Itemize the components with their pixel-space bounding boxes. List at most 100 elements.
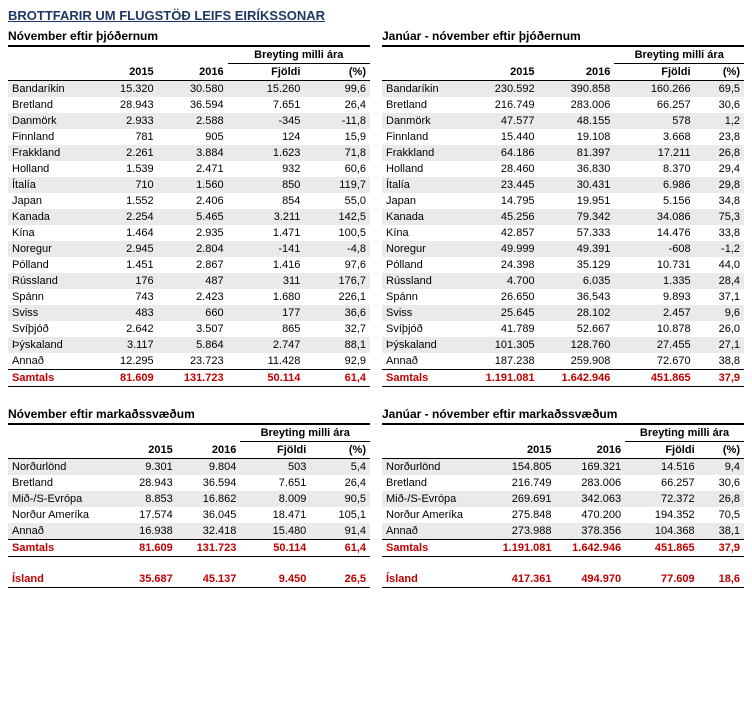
cell: 5.864 bbox=[158, 337, 228, 353]
row-label: Japan bbox=[8, 193, 97, 209]
table-row: Finnland78190512415,9 bbox=[8, 129, 370, 145]
cell: 230.592 bbox=[463, 81, 539, 98]
cell: 36.594 bbox=[177, 475, 241, 491]
cell: 23.723 bbox=[158, 353, 228, 370]
cell: 905 bbox=[158, 129, 228, 145]
table-row: Danmörk2.9332.588-345-11,8 bbox=[8, 113, 370, 129]
cell: 1.451 bbox=[97, 257, 158, 273]
hdr-pct: (%) bbox=[695, 64, 744, 81]
row-samtals: Samtals 1.191.081 1.642.946 451.865 37,9 bbox=[382, 540, 744, 557]
cell: 60,6 bbox=[304, 161, 370, 177]
cell: 2.423 bbox=[158, 289, 228, 305]
cell: 1.623 bbox=[228, 145, 305, 161]
cell: 2.867 bbox=[158, 257, 228, 273]
cell: 38,8 bbox=[695, 353, 744, 370]
cell: 2.747 bbox=[228, 337, 305, 353]
cell: 2.254 bbox=[97, 209, 158, 225]
cell: 28,4 bbox=[695, 273, 744, 289]
cell: 16.862 bbox=[177, 491, 241, 507]
table-ytd-nationality: Janúar - nóvember eftir þjóðernum Breyti… bbox=[382, 27, 744, 387]
row-label: Finnland bbox=[382, 129, 463, 145]
cell: 14.516 bbox=[625, 459, 699, 476]
table-row: Annað273.988378.356104.36838,1 bbox=[382, 523, 744, 540]
cell: 88,1 bbox=[304, 337, 370, 353]
cell: -141 bbox=[228, 241, 305, 257]
table-row: Kína42.85757.33314.47633,8 bbox=[382, 225, 744, 241]
cell: 91,4 bbox=[310, 523, 370, 540]
cell: 16.938 bbox=[121, 523, 176, 540]
row-label: Japan bbox=[382, 193, 463, 209]
cell: 781 bbox=[97, 129, 158, 145]
cell: 44,0 bbox=[695, 257, 744, 273]
cell: 26,8 bbox=[695, 145, 744, 161]
cell: 64.186 bbox=[463, 145, 539, 161]
cell: 216.749 bbox=[486, 475, 556, 491]
table-row: Kanada45.25679.34234.08675,3 bbox=[382, 209, 744, 225]
cell: 1,2 bbox=[695, 113, 744, 129]
cell: 177 bbox=[228, 305, 305, 321]
row-label: Spánn bbox=[382, 289, 463, 305]
cell: -11,8 bbox=[304, 113, 370, 129]
cell: 1.680 bbox=[228, 289, 305, 305]
table-row: Kanada2.2545.4653.211142,5 bbox=[8, 209, 370, 225]
cell: 30,6 bbox=[699, 475, 744, 491]
cell: 1.552 bbox=[97, 193, 158, 209]
row-label: Rússland bbox=[8, 273, 97, 289]
cell: 6.035 bbox=[539, 273, 615, 289]
cell: 48.155 bbox=[539, 113, 615, 129]
table-row: Svíþjóð41.78952.66710.87826,0 bbox=[382, 321, 744, 337]
row-label: Ítalía bbox=[382, 177, 463, 193]
table-row: Bretland28.94336.5947.65126,4 bbox=[8, 475, 370, 491]
cell: 27.455 bbox=[614, 337, 694, 353]
table-row: Pólland1.4512.8671.41697,6 bbox=[8, 257, 370, 273]
row-label: Norður Ameríka bbox=[382, 507, 486, 523]
cell: 15.320 bbox=[97, 81, 158, 98]
hdr-2015: 2015 bbox=[97, 64, 158, 81]
cell: 483 bbox=[97, 305, 158, 321]
cell: 5,4 bbox=[310, 459, 370, 476]
table-row: Noregur49.99949.391-608-1,2 bbox=[382, 241, 744, 257]
table-row: Kína1.4642.9351.471100,5 bbox=[8, 225, 370, 241]
cell: -608 bbox=[614, 241, 694, 257]
hdr-breyting: Breyting milli ára bbox=[240, 424, 370, 442]
tbl-nov-nat: Breyting milli ára 2015 2016 Fjöldi (%) … bbox=[8, 45, 370, 387]
cell: 14.795 bbox=[463, 193, 539, 209]
row-label: Norður Ameríka bbox=[8, 507, 121, 523]
cell: 36,6 bbox=[304, 305, 370, 321]
cell: 5.156 bbox=[614, 193, 694, 209]
hdr-fjoldi: Fjöldi bbox=[614, 64, 694, 81]
table-row: Þýskaland3.1175.8642.74788,1 bbox=[8, 337, 370, 353]
cell: 24.398 bbox=[463, 257, 539, 273]
cell: 9,6 bbox=[695, 305, 744, 321]
row-label: Frakkland bbox=[8, 145, 97, 161]
cell: 47.577 bbox=[463, 113, 539, 129]
cell: 2.642 bbox=[97, 321, 158, 337]
row-label: Bretland bbox=[382, 97, 463, 113]
cell: 101.305 bbox=[463, 337, 539, 353]
cell: 390.858 bbox=[539, 81, 615, 98]
cell: 743 bbox=[97, 289, 158, 305]
subtitle-ytd-mkt: Janúar - nóvember eftir markaðssvæðum bbox=[382, 407, 744, 421]
cell: 37,1 bbox=[695, 289, 744, 305]
cell: 26,0 bbox=[695, 321, 744, 337]
hdr-2016: 2016 bbox=[539, 64, 615, 81]
table-row: Norður Ameríka275.848470.200194.35270,5 bbox=[382, 507, 744, 523]
cell: 29,8 bbox=[695, 177, 744, 193]
row-label: Sviss bbox=[382, 305, 463, 321]
cell: 66.257 bbox=[614, 97, 694, 113]
hdr-2015: 2015 bbox=[121, 442, 176, 459]
cell: 3.117 bbox=[97, 337, 158, 353]
cell: 69,5 bbox=[695, 81, 744, 98]
table-row: Rússland176487311176,7 bbox=[8, 273, 370, 289]
cell: 176 bbox=[97, 273, 158, 289]
row-label: Noregur bbox=[382, 241, 463, 257]
row-label: Þýskaland bbox=[382, 337, 463, 353]
tbl-ytd-nat: Breyting milli ára 2015 2016 Fjöldi (%) … bbox=[382, 45, 744, 387]
cell: 45.256 bbox=[463, 209, 539, 225]
cell: 1.464 bbox=[97, 225, 158, 241]
row-label: Kanada bbox=[8, 209, 97, 225]
cell: 154.805 bbox=[486, 459, 556, 476]
cell: 854 bbox=[228, 193, 305, 209]
row-label: Annað bbox=[382, 353, 463, 370]
cell: 176,7 bbox=[304, 273, 370, 289]
